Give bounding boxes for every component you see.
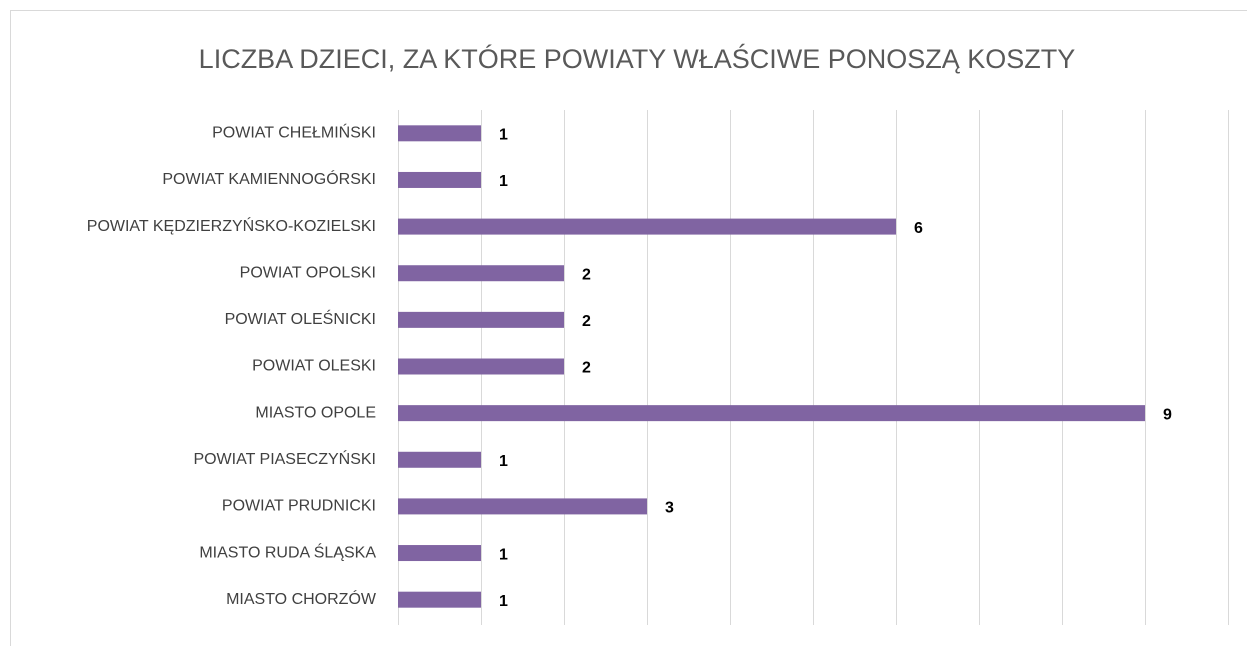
y-tick-label: MIASTO OPOLE [255, 404, 376, 421]
chart-title: LICZBA DZIECI, ZA KTÓRE POWIATY WŁAŚCIWE… [199, 42, 1076, 74]
data-label: 1 [499, 173, 508, 190]
chart-border [10, 10, 1247, 646]
data-label: 6 [914, 220, 923, 237]
bar [398, 405, 1145, 422]
bar [398, 125, 481, 142]
data-label: 9 [1163, 406, 1172, 423]
data-label: 1 [499, 546, 508, 563]
data-label: 1 [499, 593, 508, 610]
y-tick-label: POWIAT OPOLSKI [240, 264, 376, 281]
data-label: 2 [582, 313, 591, 330]
data-label: 1 [499, 453, 508, 470]
y-tick-label: POWIAT OLESKI [252, 358, 376, 375]
y-tick-label: POWIAT KAMIENNOGÓRSKI [162, 169, 376, 188]
bar [398, 498, 647, 515]
y-tick-label: POWIAT PIASECZYŃSKI [193, 449, 376, 468]
bar [398, 451, 481, 468]
data-label: 1 [499, 127, 508, 144]
y-tick-label: POWIAT KĘDZIERZYŃSKO-KOZIELSKI [87, 216, 376, 235]
data-label: 2 [582, 360, 591, 377]
y-tick-label: POWIAT OLEŚNICKI [225, 309, 376, 328]
data-label: 3 [665, 500, 674, 517]
bar [398, 171, 481, 188]
data-label: 2 [582, 266, 591, 283]
bar [398, 545, 481, 562]
bar [398, 265, 564, 282]
y-tick-label: POWIAT PRUDNICKI [222, 498, 376, 515]
bar [398, 591, 481, 608]
y-tick-label: MIASTO CHORZÓW [226, 589, 377, 608]
bar [398, 311, 564, 328]
bar [398, 218, 896, 235]
bar [398, 358, 564, 375]
y-tick-label: POWIAT CHEŁMIŃSKI [212, 123, 376, 142]
y-tick-label: MIASTO RUDA ŚLĄSKA [199, 542, 376, 561]
